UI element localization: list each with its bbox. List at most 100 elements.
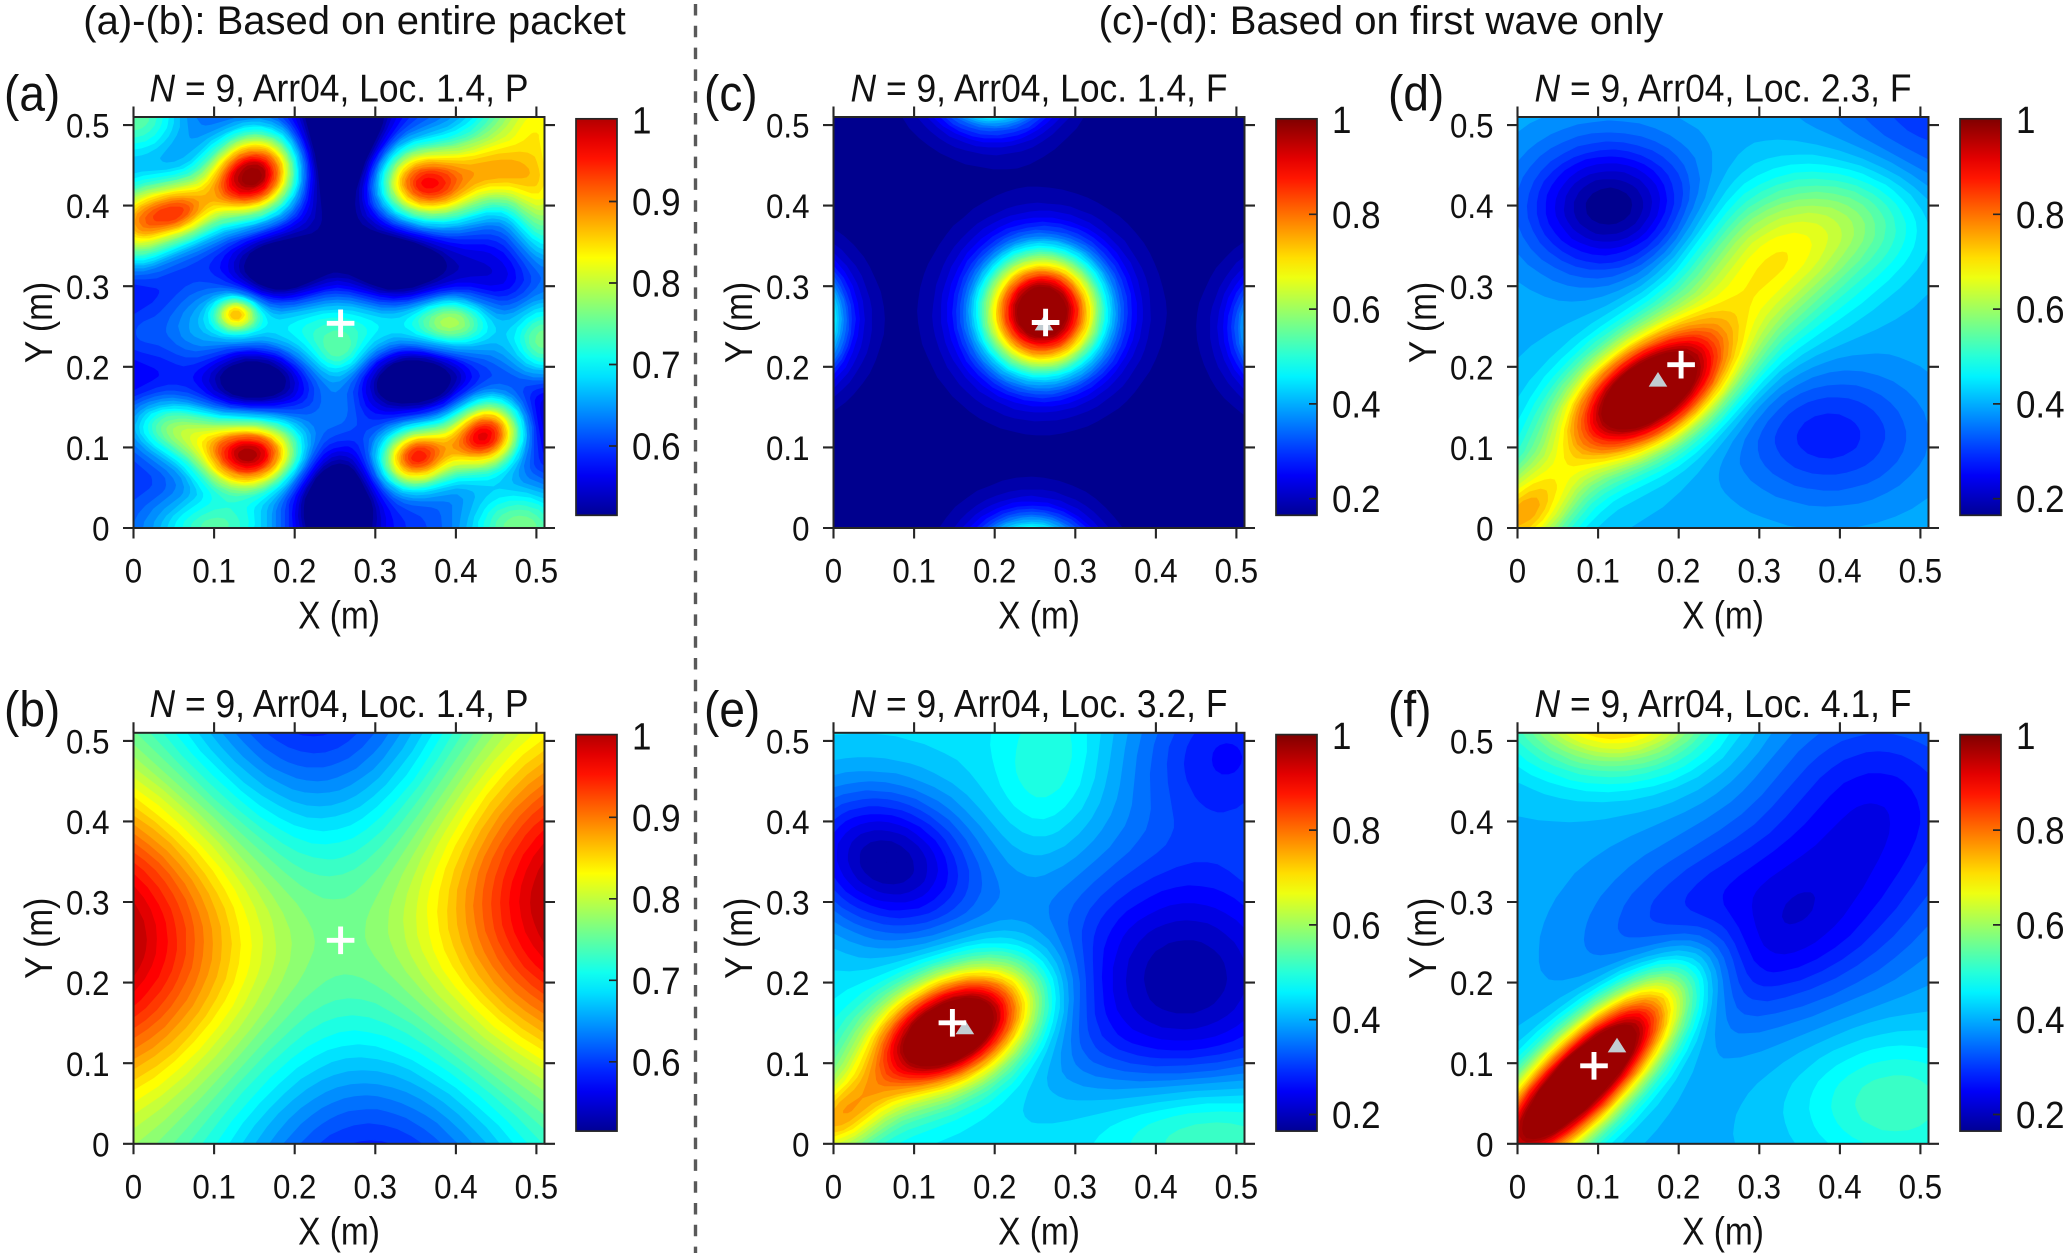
svg-text:0.1: 0.1 [1576,1167,1619,1206]
svg-text:0.1: 0.1 [892,1167,935,1206]
svg-text:0.6: 0.6 [632,1041,681,1084]
svg-text:0.3: 0.3 [1054,551,1097,590]
svg-text:X (m): X (m) [298,1209,380,1253]
svg-text:(a): (a) [4,67,60,122]
svg-text:Y (m): Y (m) [717,898,761,979]
svg-text:Y (m): Y (m) [1401,282,1445,363]
svg-text:0.1: 0.1 [892,551,935,590]
svg-text:0.1: 0.1 [1576,551,1619,590]
svg-text:0.6: 0.6 [1332,904,1381,947]
svg-text:0.3: 0.3 [1450,268,1493,307]
svg-text:0.4: 0.4 [434,1167,477,1206]
svg-text:0.5: 0.5 [66,106,109,145]
svg-text:(c)-(d): Based on first wave o: (c)-(d): Based on first wave only [1099,0,1664,43]
svg-text:N = 9, Arr04, Loc. 1.4, P: N = 9, Arr04, Loc. 1.4, P [150,67,529,110]
svg-text:0: 0 [1509,551,1526,590]
svg-text:0.3: 0.3 [66,268,109,307]
svg-text:0.2: 0.2 [66,964,109,1003]
svg-text:0.3: 0.3 [354,551,397,590]
svg-text:0.4: 0.4 [1450,803,1493,842]
svg-text:Y (m): Y (m) [1401,898,1445,979]
svg-text:0.4: 0.4 [1818,551,1861,590]
svg-text:0.4: 0.4 [1134,1167,1177,1206]
svg-text:0.5: 0.5 [766,722,809,761]
svg-text:1: 1 [2016,714,2035,757]
svg-text:0.2: 0.2 [1450,348,1493,387]
svg-text:0.2: 0.2 [1657,1167,1700,1206]
svg-text:0.1: 0.1 [192,551,235,590]
svg-text:0.4: 0.4 [1332,999,1381,1042]
svg-text:X (m): X (m) [298,593,380,637]
svg-text:0.5: 0.5 [1899,551,1942,590]
svg-text:0.6: 0.6 [2016,904,2065,947]
svg-text:0.3: 0.3 [1738,1167,1781,1206]
svg-text:0.3: 0.3 [354,1167,397,1206]
svg-text:(c): (c) [704,67,758,122]
svg-text:0.7: 0.7 [632,344,681,387]
svg-text:0.6: 0.6 [632,425,681,468]
svg-text:0.8: 0.8 [632,878,681,921]
svg-text:0.5: 0.5 [515,1167,558,1206]
svg-text:0.2: 0.2 [766,964,809,1003]
svg-text:0: 0 [1509,1167,1526,1206]
svg-text:(b): (b) [4,683,60,738]
svg-text:0.8: 0.8 [2016,193,2065,236]
svg-text:0.2: 0.2 [273,551,316,590]
svg-text:N = 9, Arr04, Loc. 4.1, F: N = 9, Arr04, Loc. 4.1, F [1535,683,1912,726]
svg-text:0.4: 0.4 [66,187,109,226]
svg-text:0.5: 0.5 [1215,551,1258,590]
svg-text:0.2: 0.2 [66,348,109,387]
svg-text:0.8: 0.8 [632,262,681,305]
svg-text:0.2: 0.2 [2016,1094,2065,1137]
svg-text:0.4: 0.4 [1134,551,1177,590]
svg-text:(e): (e) [704,683,760,738]
svg-text:1: 1 [1332,714,1351,757]
svg-text:0.6: 0.6 [2016,288,2065,331]
svg-text:X (m): X (m) [998,593,1080,637]
svg-text:0.4: 0.4 [1450,187,1493,226]
svg-text:0.9: 0.9 [632,181,681,224]
svg-text:0.4: 0.4 [434,551,477,590]
svg-text:N = 9, Arr04, Loc. 1.4, F: N = 9, Arr04, Loc. 1.4, F [851,67,1228,110]
svg-text:Y (m): Y (m) [17,282,61,363]
svg-text:0.8: 0.8 [1332,193,1381,236]
svg-text:0.4: 0.4 [766,187,809,226]
svg-text:0: 0 [825,1167,842,1206]
svg-text:0.5: 0.5 [766,106,809,145]
svg-text:1: 1 [632,715,651,758]
svg-text:0.5: 0.5 [1450,722,1493,761]
svg-text:0.9: 0.9 [632,796,681,839]
svg-text:0: 0 [1476,1125,1493,1164]
svg-text:0.2: 0.2 [1332,478,1381,521]
svg-text:0.2: 0.2 [973,1167,1016,1206]
svg-text:0.8: 0.8 [2016,809,2065,852]
svg-text:0.4: 0.4 [2016,383,2065,426]
svg-text:N = 9, Arr04, Loc. 2.3, F: N = 9, Arr04, Loc. 2.3, F [1535,67,1912,110]
svg-text:0.7: 0.7 [632,959,681,1002]
svg-text:N = 9, Arr04, Loc. 1.4, P: N = 9, Arr04, Loc. 1.4, P [150,683,529,726]
svg-text:0.2: 0.2 [766,348,809,387]
svg-text:1: 1 [2016,99,2035,142]
svg-text:0.4: 0.4 [1332,383,1381,426]
svg-text:0.2: 0.2 [273,1167,316,1206]
svg-text:0.1: 0.1 [1450,1045,1493,1084]
svg-text:0.5: 0.5 [1899,1167,1942,1206]
svg-text:0: 0 [125,551,142,590]
svg-text:0.1: 0.1 [192,1167,235,1206]
svg-text:0.1: 0.1 [766,1045,809,1084]
svg-text:0.3: 0.3 [66,883,109,922]
svg-text:X (m): X (m) [1682,593,1764,637]
svg-text:0.2: 0.2 [1450,964,1493,1003]
svg-text:0.1: 0.1 [1450,429,1493,468]
svg-text:(f): (f) [1388,683,1431,738]
svg-text:0.3: 0.3 [1738,551,1781,590]
svg-text:0: 0 [125,1167,142,1206]
svg-text:0.5: 0.5 [1450,106,1493,145]
svg-text:0.4: 0.4 [66,803,109,842]
svg-text:X (m): X (m) [998,1209,1080,1253]
svg-text:0.3: 0.3 [1450,883,1493,922]
svg-text:0.4: 0.4 [2016,999,2065,1042]
svg-text:0.3: 0.3 [766,883,809,922]
svg-text:0: 0 [792,1125,809,1164]
svg-text:N = 9, Arr04, Loc. 3.2, F: N = 9, Arr04, Loc. 3.2, F [851,683,1228,726]
